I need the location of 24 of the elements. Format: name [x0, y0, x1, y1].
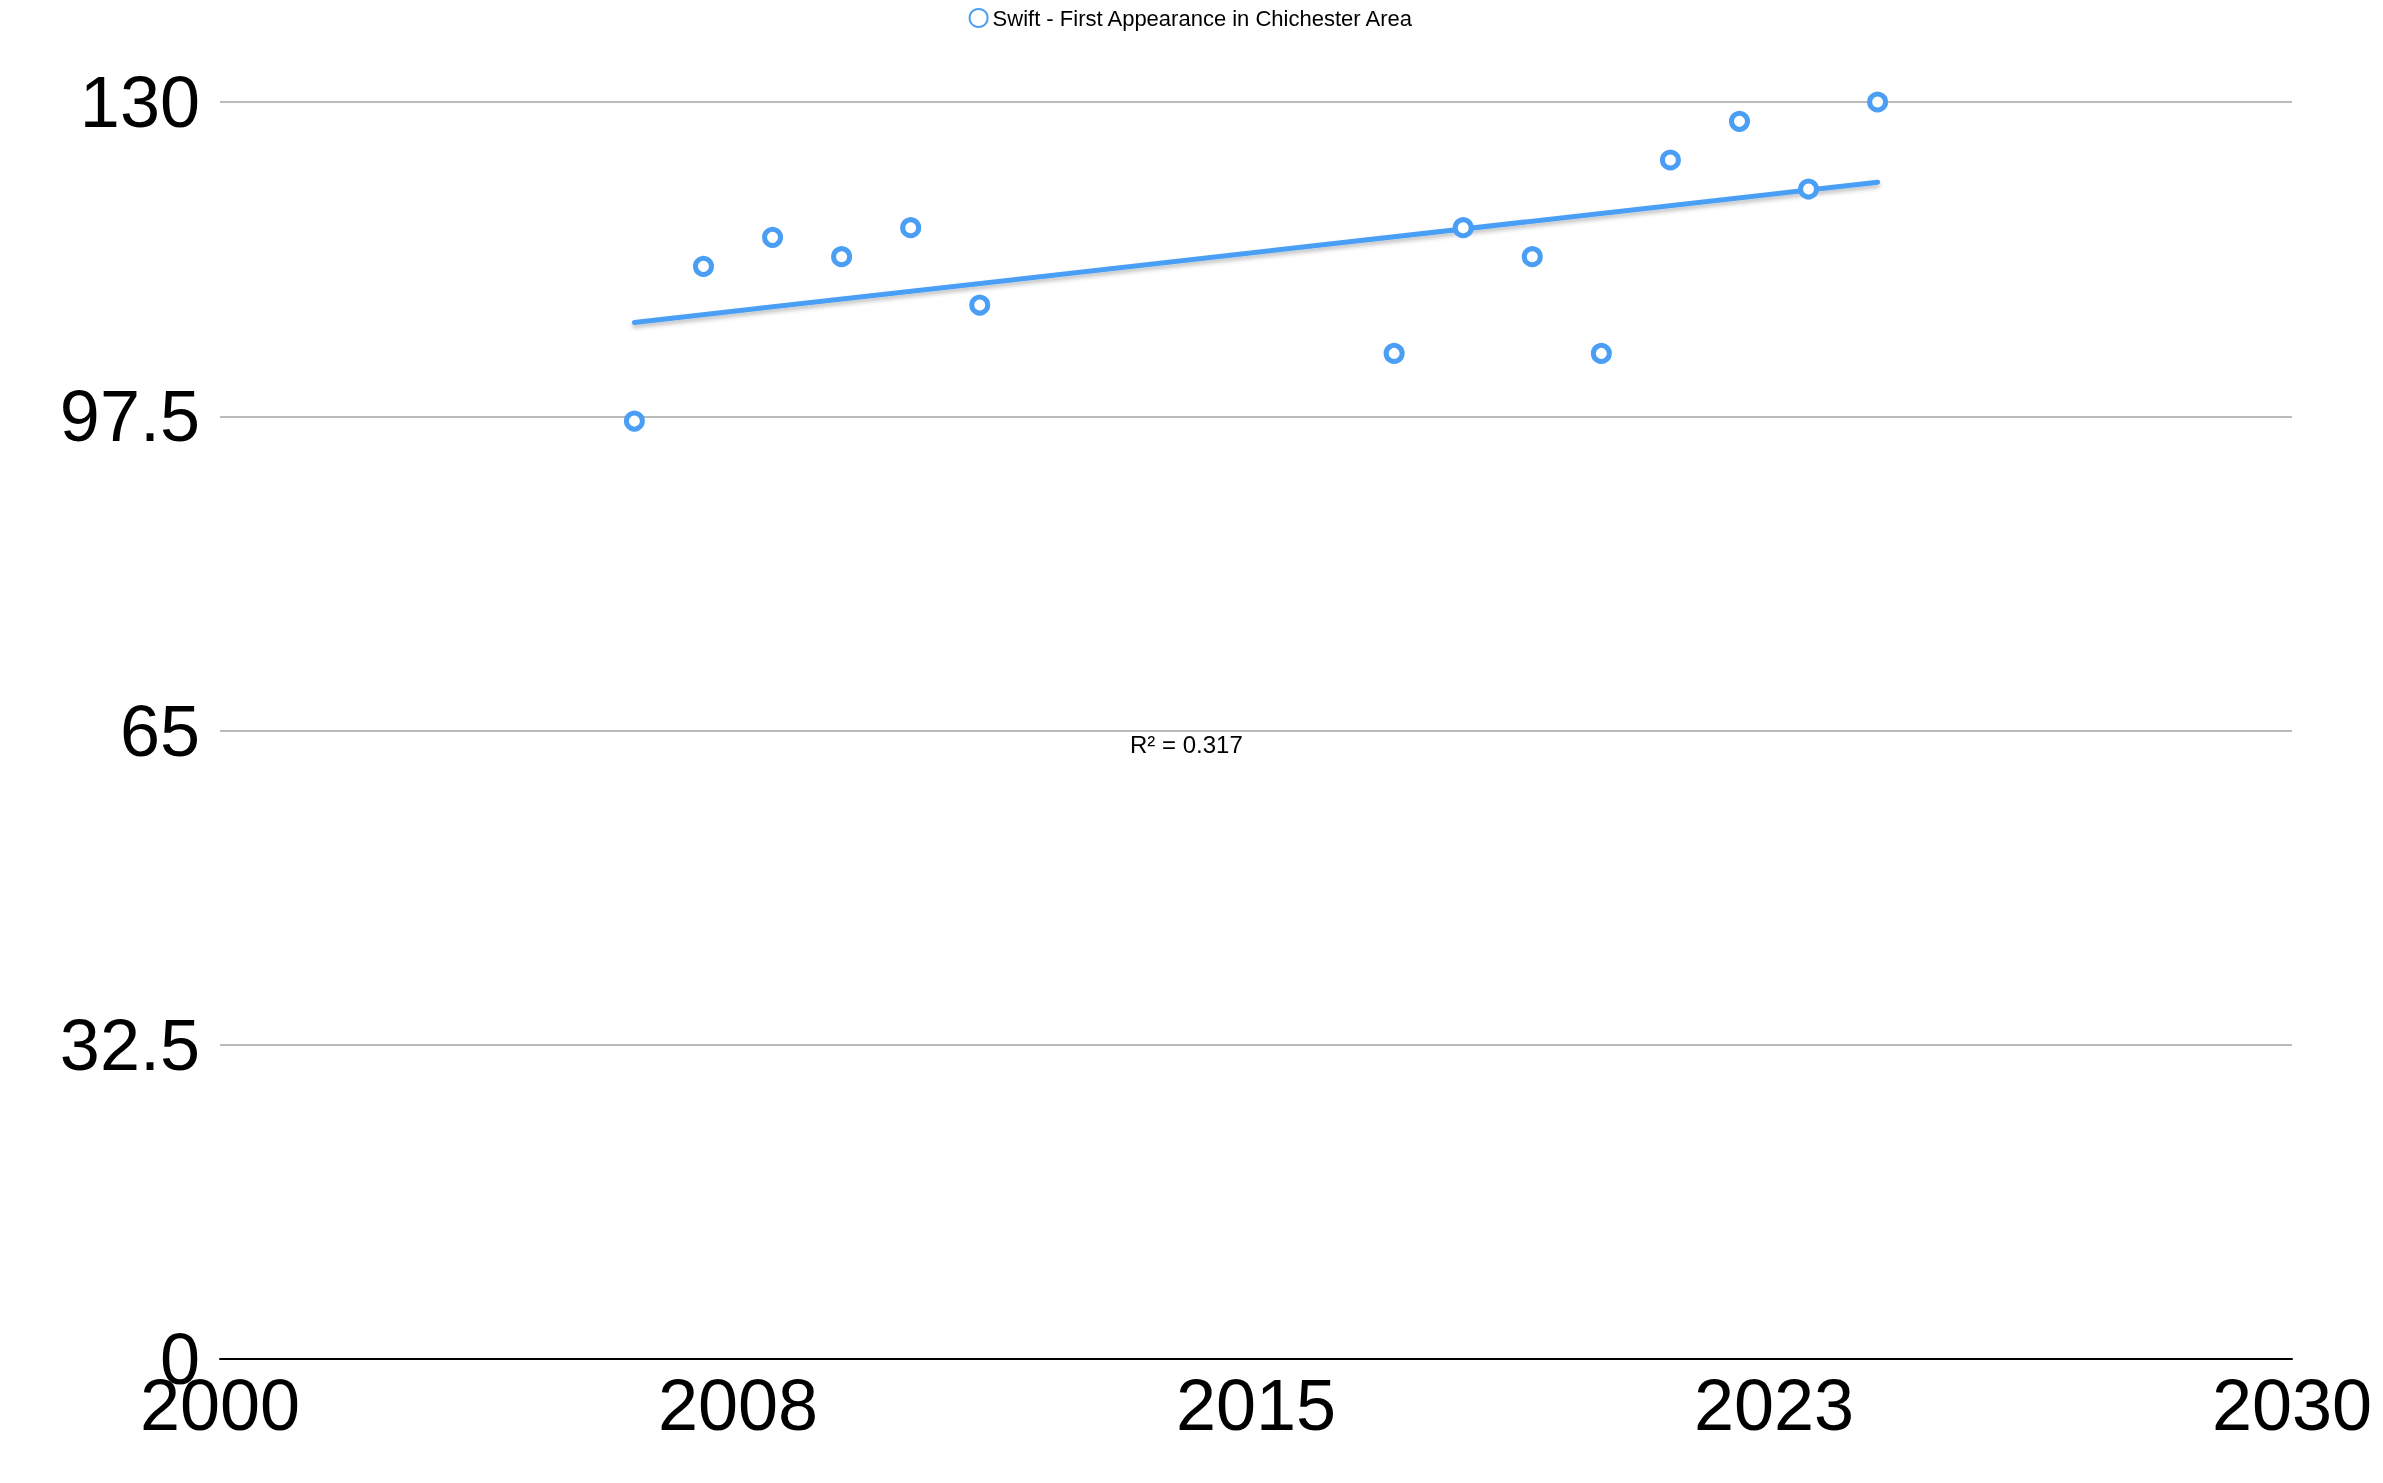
point	[1452, 217, 1474, 239]
point	[1728, 110, 1750, 132]
point	[1590, 342, 1612, 364]
point	[831, 246, 853, 268]
point	[623, 410, 645, 432]
y-tick-label: 97.5	[59, 376, 200, 457]
y-tick-label: 65	[119, 690, 200, 771]
annotation: R² = 0.317	[1130, 730, 1243, 758]
point	[900, 217, 922, 239]
legend-label: Swift - First Appearance in Chichester Area	[992, 5, 1413, 31]
point	[1867, 91, 1889, 113]
x-tick-label: 2030	[2211, 1365, 2373, 1445]
x-tick-label: 2015	[1175, 1365, 1337, 1445]
point	[1798, 178, 1820, 200]
point	[1659, 149, 1681, 171]
point	[1383, 342, 1405, 364]
point	[1521, 246, 1543, 268]
point	[692, 255, 714, 277]
point	[762, 226, 784, 248]
point	[969, 294, 991, 316]
y-tick-label: 32.5	[59, 1004, 200, 1085]
y-tick-label: 130	[79, 62, 200, 142]
x-tick-label: 2008	[657, 1365, 819, 1445]
x-tick-label: 2023	[1693, 1365, 1855, 1445]
